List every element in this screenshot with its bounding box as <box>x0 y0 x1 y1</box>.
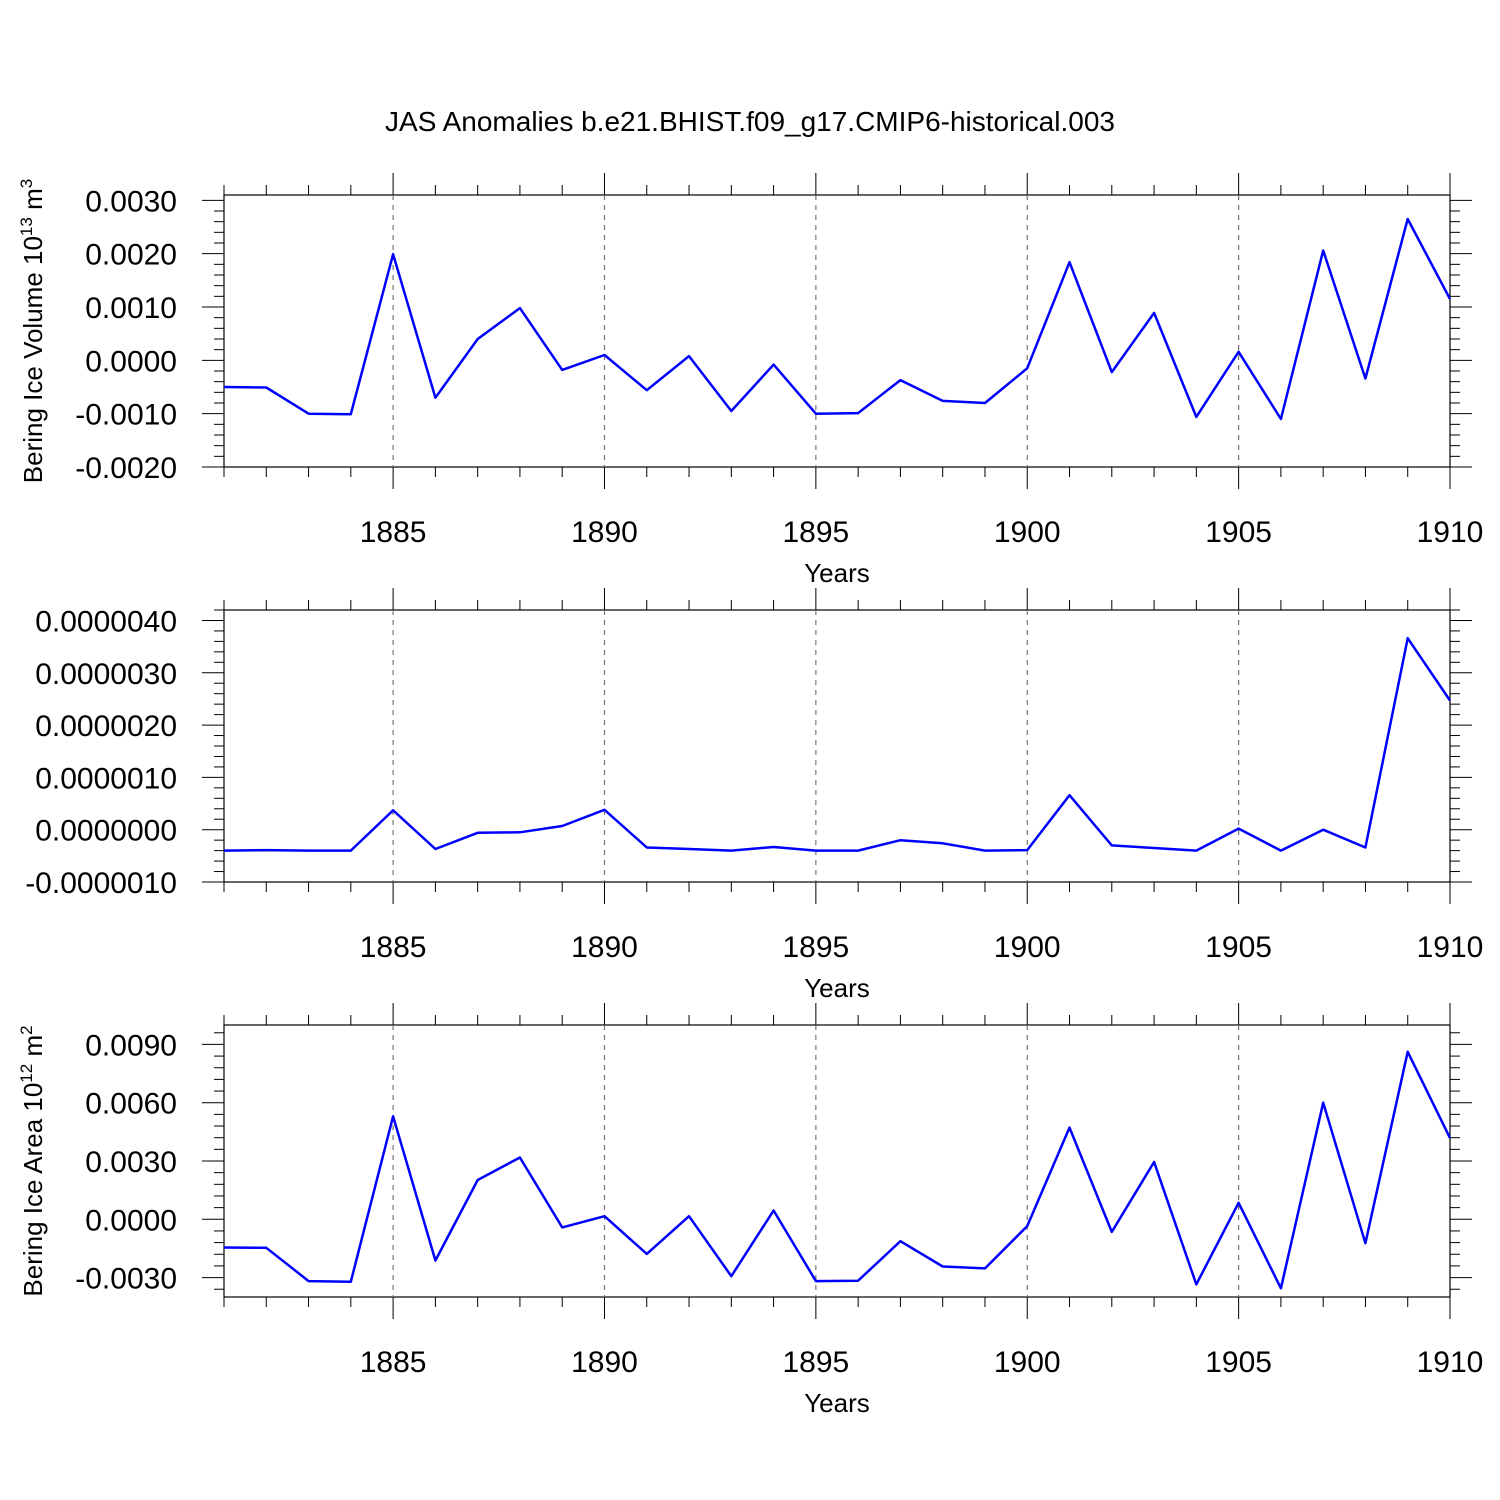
y-tick-label: 0.0090 <box>85 1029 177 1062</box>
x-tick-label: 1900 <box>994 516 1061 549</box>
x-tick-label: 1900 <box>994 931 1061 964</box>
x-tick-label: 1895 <box>782 1346 849 1379</box>
y-tick-label: -0.0030 <box>75 1263 177 1296</box>
x-tick-label: 1890 <box>571 516 638 549</box>
y-tick-label: 0.0000010 <box>35 762 177 795</box>
x-tick-label: 1905 <box>1205 516 1272 549</box>
y-tick-label: 0.0010 <box>85 292 177 325</box>
x-tick-label: 1895 <box>782 931 849 964</box>
series-line <box>223 636 1452 852</box>
x-tick-label: 1910 <box>1417 931 1484 964</box>
y-axis-label: Bering Ice Volume 1013 m3 <box>17 179 48 483</box>
y-tick-label: 0.0030 <box>85 185 177 218</box>
x-tick-label: 1905 <box>1205 1346 1272 1379</box>
x-tick-label: 1900 <box>994 1346 1061 1379</box>
figure-title: JAS Anomalies b.e21.BHIST.f09_g17.CMIP6-… <box>385 106 1115 137</box>
plot-frame <box>223 609 1451 883</box>
y-tick-label: 0.0000000 <box>35 815 177 848</box>
x-tick-label: 1905 <box>1205 931 1272 964</box>
y-tick-label: 0.0000030 <box>35 658 177 691</box>
y-tick-label: -0.0010 <box>75 399 177 432</box>
x-tick-label: 1885 <box>360 516 427 549</box>
x-tick-label: 1890 <box>571 931 638 964</box>
y-tick-label: 0.0000 <box>85 1204 177 1237</box>
y-tick-label: 0.0030 <box>85 1146 177 1179</box>
plot-frame <box>223 194 1451 468</box>
x-axis-label: Years <box>804 558 870 588</box>
panel-ice-area: -0.0030 0.0000 0.0030 0.0060 0.0090 1885 1890 1… <box>17 1003 1483 1418</box>
x-tick-label: 1910 <box>1417 516 1484 549</box>
y-tick-label: 0.0000040 <box>35 605 177 638</box>
panel-middle-series: -0.0000010 0.0000000 0.0000010 0.0000020 0.0… <box>25 588 1483 1003</box>
series-line <box>223 217 1452 421</box>
y-tick-label: 0.0000020 <box>35 710 177 743</box>
x-tick-label: 1890 <box>571 1346 638 1379</box>
y-tick-label: -0.0020 <box>75 452 177 485</box>
y-axis-label: Bering Ice Area 1012 m2 <box>17 1025 48 1296</box>
x-tick-label: 1885 <box>360 931 427 964</box>
x-tick-label: 1885 <box>360 1346 427 1379</box>
x-axis-label: Years <box>804 973 870 1003</box>
y-tick-label: 0.0060 <box>85 1088 177 1121</box>
panel-ice-volume: -0.0020 -0.0010 0.0000 0.0010 0.0020 0.0030 18… <box>17 173 1483 588</box>
series-line <box>223 1050 1452 1290</box>
y-tick-label: 0.0000 <box>85 345 177 378</box>
y-tick-label: 0.0020 <box>85 239 177 272</box>
x-tick-label: 1910 <box>1417 1346 1484 1379</box>
x-tick-label: 1895 <box>782 516 849 549</box>
y-tick-label: -0.0000010 <box>25 867 177 900</box>
x-axis-label: Years <box>804 1388 870 1418</box>
